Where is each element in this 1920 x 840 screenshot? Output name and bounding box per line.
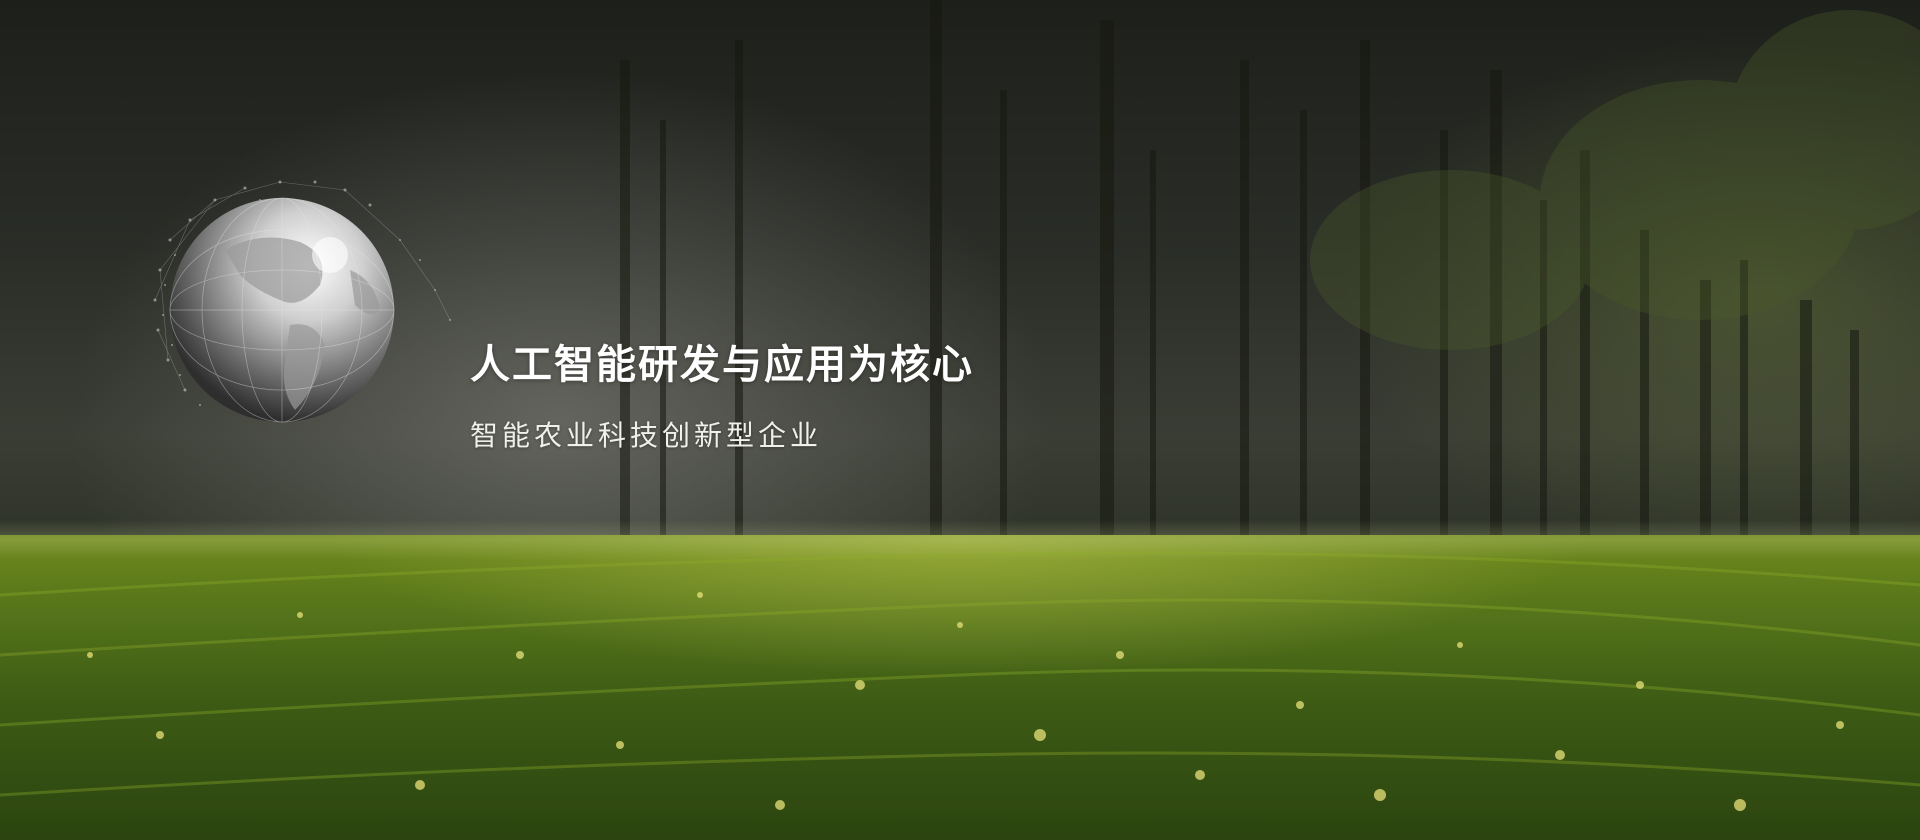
globe-icon (153, 180, 451, 423)
tree-trunks (1310, 10, 1920, 350)
grass-field (0, 535, 1920, 840)
banner-subline: 智能农业科技创新型企业 (470, 419, 823, 452)
banner-headline: 人工智能研发与应用为核心 (470, 342, 974, 388)
grass-highlights (0, 551, 1920, 811)
horizon-glow (0, 520, 1920, 560)
